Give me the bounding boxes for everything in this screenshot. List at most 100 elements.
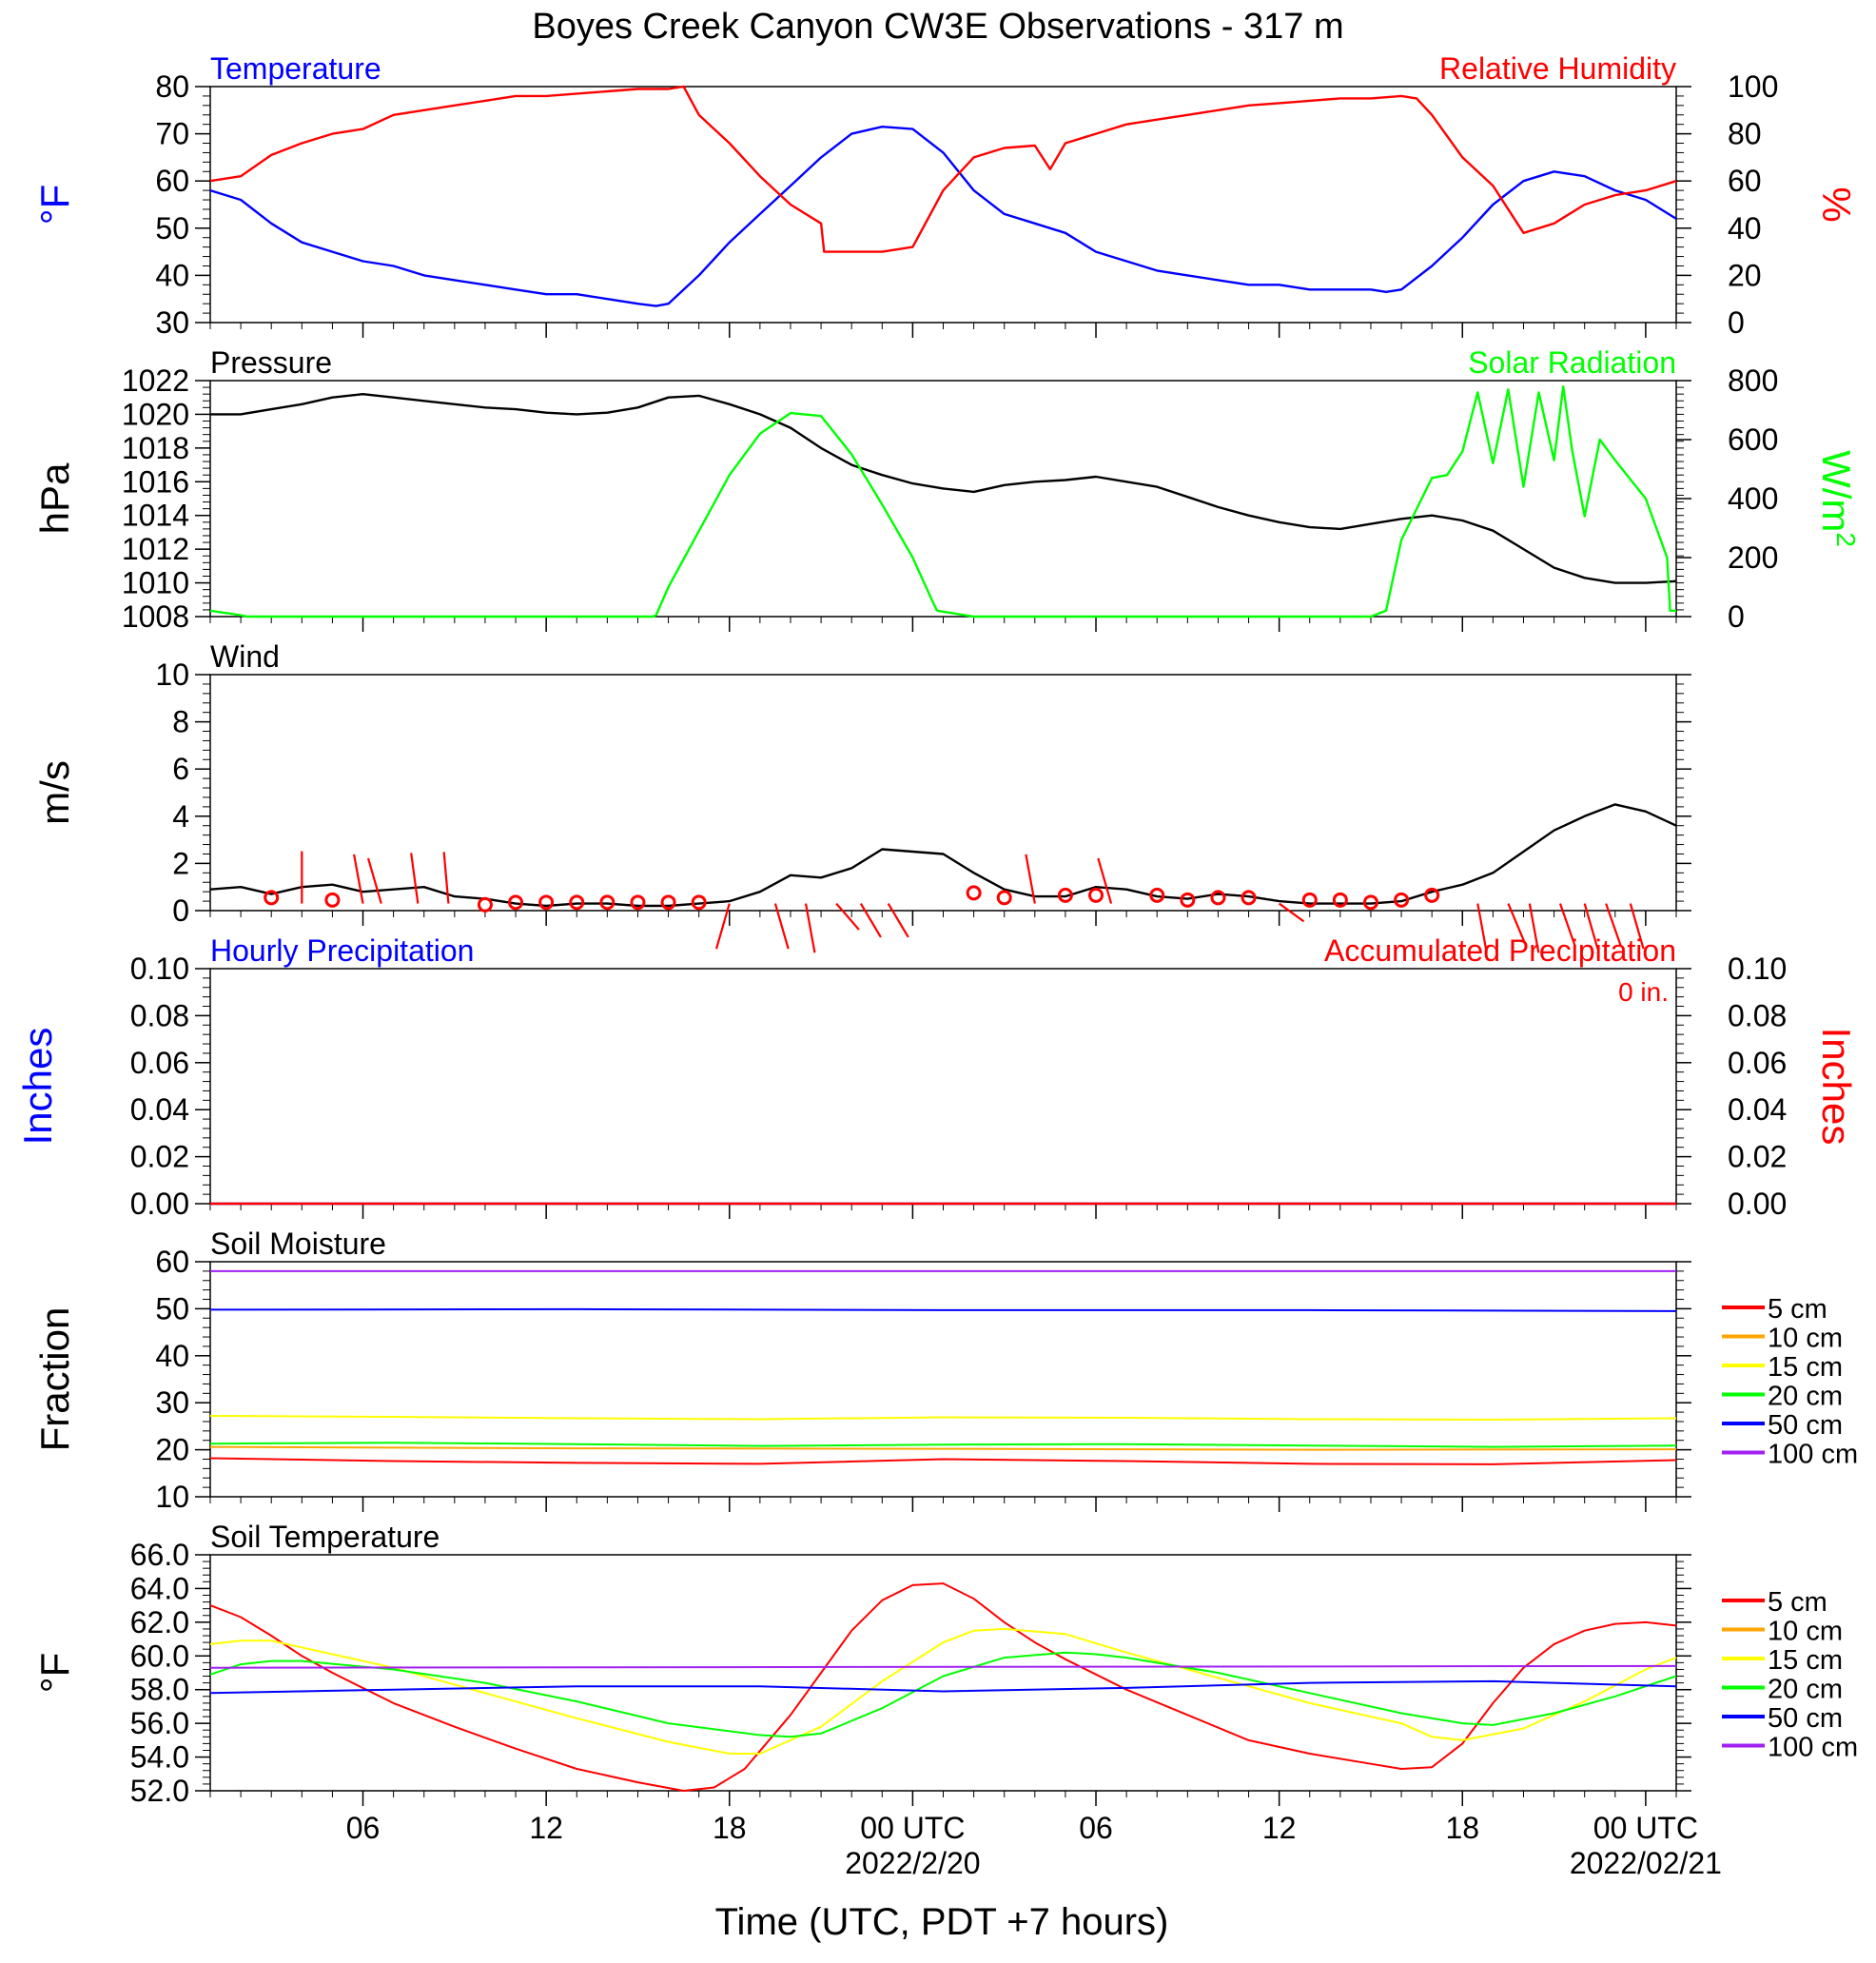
calm-wind-marker (660, 894, 676, 911)
calm-wind-marker (1149, 887, 1165, 903)
panel-left-title: Hourly Precipitation (210, 933, 474, 968)
x-tick-label: 18 (1445, 1811, 1479, 1845)
legend-entry: 10 cm (1768, 1617, 1843, 1647)
y-tick-label: 1022 (122, 363, 189, 398)
series-10-cm (209, 1445, 1677, 1451)
y-tick-label: 60.0 (130, 1639, 189, 1673)
y-tick-label: 54.0 (130, 1740, 189, 1775)
panel-frame (209, 968, 1677, 1205)
x-tick-label: 12 (529, 1811, 563, 1845)
calm-wind-marker (538, 894, 555, 911)
wind-barb (804, 903, 816, 953)
panel-right-title: Relative Humidity (1439, 51, 1676, 86)
y-right-tick-label: 200 (1728, 540, 1778, 575)
y-right-tick-label: 0.00 (1728, 1187, 1787, 1221)
legend-entry: 20 cm (1768, 1382, 1843, 1412)
series-100-cm (209, 1664, 1677, 1669)
y-axis-label: m/s (32, 760, 77, 825)
y-tick-label: 66.0 (130, 1538, 189, 1572)
y-tick-label: 56.0 (130, 1706, 189, 1740)
y-axis-label: hPa (32, 462, 77, 534)
y-tick-label: 1012 (122, 532, 189, 566)
y-tick-label: 52.0 (130, 1774, 189, 1808)
legend-entry: 100 cm (1768, 1733, 1858, 1763)
y-right-tick-label: 400 (1728, 481, 1778, 516)
y-tick-label: 62.0 (130, 1605, 189, 1639)
panel-5: 10 20 30 40 50 60 Soil Moisture Fraction 5 cm10 … (32, 1227, 1858, 1514)
panel-frame (209, 1554, 1677, 1792)
wind-barb (1507, 903, 1527, 945)
calm-wind-marker (1180, 892, 1196, 908)
calm-wind-marker (569, 894, 585, 911)
wind-barb (1583, 903, 1599, 950)
wind-barb (1097, 857, 1113, 904)
y-tick-label: 1010 (122, 566, 189, 600)
y-right-tick-label: 80 (1728, 117, 1762, 151)
y-tick-label: 0.10 (130, 952, 189, 986)
wind-barb (1528, 903, 1540, 953)
panel-frame (209, 86, 1677, 324)
y-tick-label: 1016 (122, 464, 189, 499)
calm-wind-marker (996, 890, 1012, 906)
calm-wind-marker (630, 894, 646, 911)
y-tick-label: 40 (155, 258, 189, 292)
y-tick-label: 0.04 (130, 1092, 189, 1127)
panel-left-title: Soil Moisture (210, 1227, 386, 1261)
legend-entry: 5 cm (1768, 1294, 1827, 1325)
y-tick-label: 70 (155, 117, 189, 151)
panel-6: 52.054.056.058.060.062.064.066.0 Soil Tem… (32, 1520, 1858, 1808)
y-tick-label: 1020 (122, 397, 189, 431)
series-20-cm (209, 1442, 1677, 1448)
panel-left-title: Wind (210, 639, 280, 674)
y-tick-label: 0 (172, 893, 189, 928)
series-5-cm (209, 1457, 1677, 1465)
panel-4: 0.00 0.02 0.04 0.06 0.08 0.10 0.00 0.02 0.04 0.06… (15, 933, 1859, 1221)
legend-entry: 15 cm (1768, 1352, 1843, 1383)
y-right-tick-label: 100 (1728, 69, 1778, 104)
wind-barb (1025, 854, 1036, 904)
wind-barb (353, 854, 364, 904)
wind-barb (714, 903, 731, 950)
calm-wind-marker (1057, 887, 1073, 903)
legend-entry: 5 cm (1768, 1587, 1827, 1618)
y-tick-label: 50 (155, 1291, 189, 1325)
calm-wind-marker (1210, 890, 1226, 906)
y-tick-label: 50 (155, 211, 189, 245)
y-right-tick-label: 60 (1728, 164, 1762, 198)
series-relative-humidity (209, 85, 1677, 253)
legend-entry: 50 cm (1768, 1703, 1843, 1734)
y-tick-label: 6 (172, 752, 189, 786)
y-tick-label: 0.06 (130, 1046, 189, 1080)
y-axis-label: °F (32, 1653, 77, 1693)
wind-barb (835, 902, 860, 931)
y-right-axis-label: % (1814, 186, 1859, 222)
panel-3: 0 2 4 6 8 10 Wind m/s (32, 639, 1691, 953)
y-tick-label: 80 (155, 69, 189, 104)
y-right-tick-label: 0.10 (1728, 952, 1787, 986)
y-right-axis-label: W/m2 (1814, 450, 1862, 547)
wind-barb (887, 902, 909, 938)
y-right-tick-label: 800 (1728, 363, 1778, 398)
y-tick-label: 30 (155, 1385, 189, 1420)
y-tick-label: 40 (155, 1339, 189, 1373)
calm-wind-marker (1241, 890, 1257, 906)
y-right-tick-label: 600 (1728, 422, 1778, 457)
y-tick-label: 60 (155, 1245, 189, 1279)
calm-wind-marker (1088, 887, 1104, 903)
panel-1: 30 40 50 60 70 80 0 20 40 60 80 100 Temperature Relat… (32, 51, 1859, 340)
calm-wind-marker (324, 892, 341, 908)
panel-left-title: Soil Temperature (210, 1520, 440, 1554)
y-tick-label: 10 (155, 658, 189, 692)
calm-wind-marker (1362, 894, 1378, 911)
legend-entry: 100 cm (1768, 1440, 1858, 1470)
wind-barb (1476, 903, 1488, 953)
y-right-tick-label: 40 (1728, 211, 1762, 245)
y-right-axis-label-superscript: 2 (1832, 532, 1862, 547)
y-tick-label: 2 (172, 846, 189, 880)
y-tick-label: 1008 (122, 599, 189, 634)
x-tick-label: 06 (1079, 1811, 1113, 1845)
calm-wind-marker (1424, 887, 1440, 903)
calm-wind-marker (1301, 892, 1318, 908)
x-tick-date: 2022/02/21 (1570, 1846, 1722, 1880)
wind-barb (410, 853, 420, 904)
